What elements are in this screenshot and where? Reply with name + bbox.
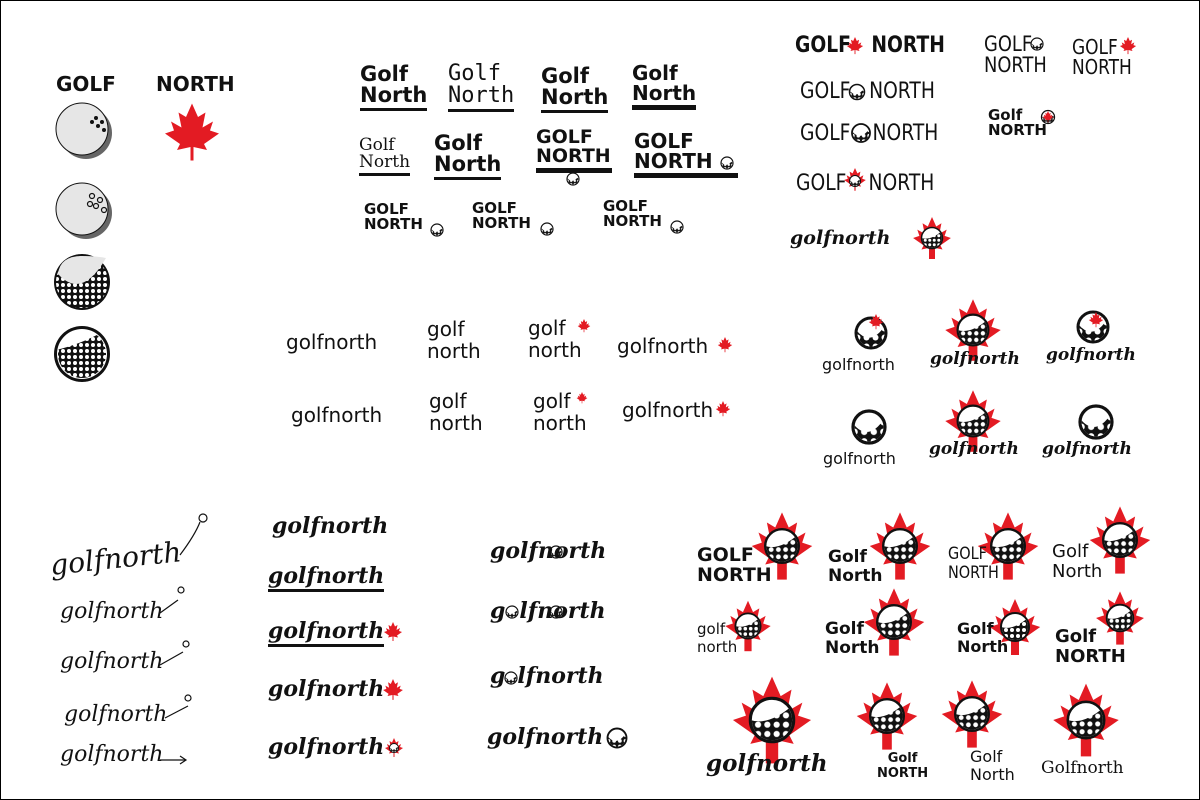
wordmark-tr-4: GOLF NORTH [796,171,935,196]
lockup-9: golfnorth [706,750,828,777]
lockup-5: golf north [697,620,738,656]
italic-1: golfnorth [272,513,389,539]
italic-2: golfnorth [268,565,385,592]
wordmark-11: GOLF NORTH [603,197,662,230]
lockup-11: Golf North [970,747,1015,784]
wordmark-8: GOLF NORTH [634,131,738,178]
lockup-8: Golf NORTH [1055,626,1126,667]
italic-9: golfnorth [487,724,604,750]
italic-5: golfnorth [268,734,385,760]
italic-3: golfnorth [268,620,385,647]
wordmark-m-5: golfnorth [291,403,383,427]
arrow-swoosh-icon [159,513,208,765]
wordmark-7: GOLF NORTH [536,128,612,173]
script-2: golfnorth [60,599,164,624]
wordmark-m-2: golf north [427,317,481,363]
lockup-4: Golf North [1052,541,1103,582]
wordmark-mr-1: golfnorth [822,355,895,374]
label-golf: GOLF [56,72,116,96]
wordmark-mr-2: golfnorth [930,349,1020,369]
golf-ball-icon [55,182,112,239]
wordmark-mr-3: golfnorth [1046,345,1136,365]
italic-8: g lfnorth [490,663,604,689]
wordmark-tr-6: GOLF NORTH [984,32,1047,77]
lockup-12: Golfnorth [1041,758,1124,778]
wordmark-5: Golf North [359,137,411,176]
wordmark-m-4: golfnorth [617,334,709,358]
wordmark-m-1: golfnorth [286,330,378,354]
wordmark-10: GOLF NORTH [472,199,531,232]
italic-4: golfnorth [268,676,385,702]
wordmark-4: Golf North [632,63,697,110]
lockup-6: Golf North [825,619,880,658]
wordmark-6: Golf North [434,133,502,180]
wordmark-mr-5: golfnorth [929,439,1019,459]
wordmark-m-8: golfnorth [622,398,714,422]
wordmark-tr-2: GOLF NORTH [800,79,935,104]
wordmark-m-6: golf north [429,389,483,435]
wordmark-mr-6: golfnorth [1042,439,1132,459]
wordmark-tr-8: Golf NORTH [988,106,1047,139]
wordmark-m-3: golf north [528,316,582,362]
wordmark-3: Golf North [541,66,609,113]
golf-ball-icon [54,326,110,382]
script-5: golfnorth [60,742,164,767]
wordmark-9: GOLF NORTH [364,200,423,233]
wordmark-tr-5: golfnorth [790,227,891,249]
script-3: golfnorth [60,649,164,674]
lockup-7: Golf North [957,619,1009,656]
wordmark-1: Golf North [360,64,428,111]
wordmark-tr-3: GOLF NORTH [800,121,939,146]
lockup-10: Golf NORTH [877,751,929,781]
lockup-3: GOLF NORTH [948,544,999,583]
wordmark-2: Golf North [448,63,515,112]
golf-ball-icon [55,102,112,159]
maple-leaf-icon [165,103,219,161]
script-4: golfnorth [64,702,168,727]
lockup-2: Golf North [828,547,883,586]
italic-6: golfnorth [490,538,607,564]
label-north: NORTH [156,72,235,96]
italic-7: g lfnorth [490,598,606,624]
wordmark-m-7: golf north [533,389,587,435]
wordmark-tr-7: GOLF NORTH [1072,35,1132,79]
golf-ball-icon [54,254,110,310]
wordmark-mr-4: golfnorth [823,449,896,468]
lockup-1: GOLF NORTH [697,544,772,586]
wordmark-tr-1: GOLF NORTH [795,33,945,58]
